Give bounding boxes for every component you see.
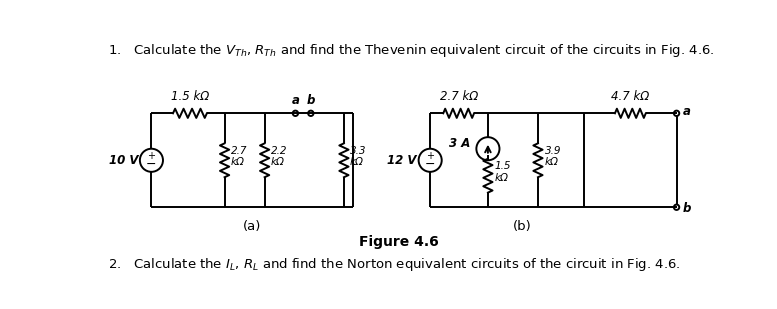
Text: 3.3
kΩ: 3.3 kΩ [350, 146, 367, 167]
Text: (b): (b) [513, 220, 532, 233]
Text: a: a [683, 105, 691, 118]
Text: 3 A: 3 A [449, 137, 470, 150]
Text: (a): (a) [243, 220, 262, 233]
Text: 2.2
kΩ: 2.2 kΩ [270, 146, 287, 167]
Text: 2.   Calculate the $I_L$, $R_L$ and find the Norton equivalent circuits of the c: 2. Calculate the $I_L$, $R_L$ and find t… [108, 256, 681, 273]
Text: b: b [683, 202, 691, 215]
Text: 2.7 kΩ: 2.7 kΩ [440, 90, 478, 103]
Text: 1.   Calculate the $V_{Th}$, $R_{Th}$ and find the Thevenin equivalent circuit o: 1. Calculate the $V_{Th}$, $R_{Th}$ and … [108, 42, 715, 59]
Text: 10 V: 10 V [109, 154, 138, 167]
Text: 1.5
kΩ: 1.5 kΩ [495, 161, 511, 183]
Text: b: b [307, 94, 315, 107]
Text: −: − [425, 158, 435, 171]
Text: Figure 4.6: Figure 4.6 [360, 235, 439, 249]
Text: +: + [148, 151, 155, 161]
Text: +: + [426, 151, 434, 161]
Text: a: a [291, 94, 299, 107]
Text: −: − [146, 158, 157, 171]
Text: 12 V: 12 V [387, 154, 416, 167]
Text: 3.9
kΩ: 3.9 kΩ [545, 146, 562, 167]
Text: 1.5 kΩ: 1.5 kΩ [171, 90, 209, 103]
Text: 2.7
kΩ: 2.7 kΩ [231, 146, 247, 167]
Text: 4.7 kΩ: 4.7 kΩ [611, 90, 650, 103]
